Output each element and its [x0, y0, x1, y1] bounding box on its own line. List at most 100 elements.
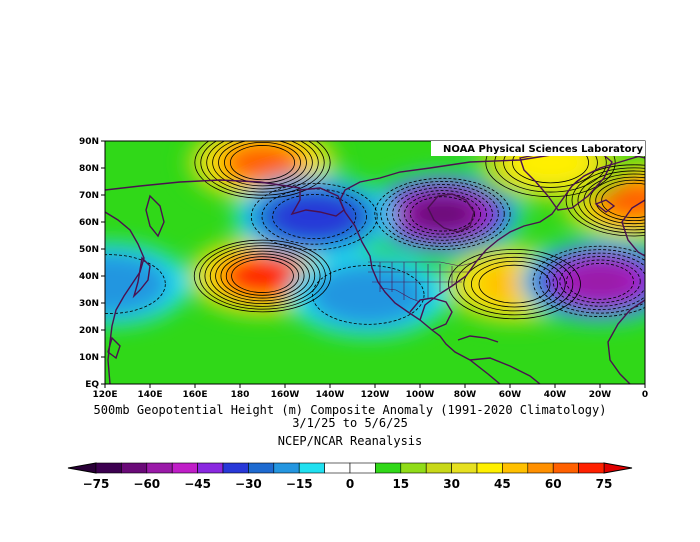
n-canada-low-blob [362, 171, 523, 256]
polar-high-contour-6 [218, 141, 307, 187]
europe-coast [621, 199, 645, 257]
e-atlantic-low-contour-7 [566, 263, 634, 300]
e-atlantic-low-contour-2 [532, 245, 645, 317]
credit-text: NOAA Physical Sciences Laboratory [443, 144, 644, 155]
europe-high-contour-7 [595, 179, 645, 222]
colorbar-swatch [248, 462, 275, 474]
lat-label: 40N [79, 272, 99, 282]
w-atlantic-high-contour-3 [455, 252, 574, 316]
lat-label: 90N [79, 137, 99, 147]
n-pacific-high-contour-9 [231, 259, 294, 293]
lon-label: 100W [406, 390, 435, 400]
n-pacific-high-contour-6 [215, 250, 310, 302]
north-america-coast [339, 149, 645, 384]
n-pacific-high-contour-7 [220, 253, 305, 299]
lat-label: 70N [79, 191, 99, 201]
colorbar-swatch [451, 462, 478, 474]
greenland-high-contour-2 [485, 141, 616, 198]
colorbar-swatch [324, 462, 351, 474]
colorbar-label: 60 [545, 477, 562, 491]
kamchatka [145, 194, 165, 238]
n-canada-low-contour-4 [386, 184, 499, 244]
colorbar-label: −15 [286, 477, 313, 491]
colorbar-arrow-right [603, 462, 633, 474]
colorbar-label: 0 [346, 477, 354, 491]
colorbar-swatch [375, 462, 402, 474]
lon-label: 140E [138, 390, 163, 400]
europe-high-contour-6 [589, 176, 645, 225]
polar-high-level-8 [227, 143, 298, 182]
coastlines [105, 149, 645, 384]
colorbar-label: −60 [133, 477, 160, 491]
lat-label: EQ [85, 380, 99, 390]
aleutian-low-blob [234, 174, 395, 259]
us-canada-border [368, 261, 477, 267]
caribbean [457, 335, 499, 343]
colorbar-swatch [552, 462, 579, 474]
n-pacific-high-contour-4 [204, 245, 321, 307]
e-atlantic-low-contour-4 [546, 252, 645, 311]
polar-high-contour-4 [206, 141, 319, 193]
latitude-axis: 90N 80N 70N 60N 50N 40N 30N 20N 10N EQ [79, 137, 105, 390]
colorbar-swatch [197, 462, 224, 474]
europe-high-contour-4 [577, 170, 645, 231]
lon-label: 120W [361, 390, 390, 400]
n-pacific-high-contour-5 [209, 247, 316, 304]
lon-label: 140W [316, 390, 345, 400]
lon-label: 160W [271, 390, 300, 400]
colorbar-label: 75 [596, 477, 613, 491]
colorbar-label: −30 [235, 477, 262, 491]
e-atlantic-low-contour-6 [559, 259, 641, 304]
colorbar-label: 15 [392, 477, 409, 491]
n-pacific-high-contour-8 [225, 256, 300, 296]
south-america [469, 357, 541, 384]
lat-label: 10N [79, 353, 99, 363]
lon-label: 20W [589, 390, 612, 400]
japan [132, 256, 151, 299]
polar-high-contour-3 [200, 141, 325, 196]
africa [607, 299, 645, 384]
caption-title: 500mb Geopotential Height (m) Composite … [93, 403, 607, 417]
lat-label: 20N [79, 326, 99, 336]
lon-label: 60W [499, 390, 522, 400]
lat-label: 80N [79, 164, 99, 174]
n-canada-low-contour-5 [392, 187, 493, 241]
us-mexico-border [379, 287, 421, 303]
east-asia-coast [105, 211, 145, 384]
colorbar-swatch [425, 462, 452, 474]
colorbar-label: 30 [443, 477, 460, 491]
lon-label: 180 [231, 390, 250, 400]
lon-label: 120E [93, 390, 118, 400]
n-pacific-high-contour-2 [193, 239, 332, 313]
europe-high-contour-3 [571, 167, 645, 234]
philippines [107, 336, 121, 360]
gulf-of-mexico [409, 297, 453, 331]
aleutian-low-contour-4 [272, 194, 357, 240]
n-canada-low-contour-3 [380, 180, 505, 247]
w-atlantic-high-contour-2 [448, 249, 581, 320]
europe-high-contour-8 [601, 182, 645, 218]
colorbar-swatch [222, 462, 249, 474]
us-state-borders [368, 261, 477, 303]
e-atlantic-low-level-7 [563, 261, 637, 301]
colorbar-swatch [121, 462, 148, 474]
arctic-coast [105, 179, 301, 191]
baja-low-level-2 [307, 262, 429, 327]
state-lines [368, 262, 470, 300]
e-atlantic-low-contour-5 [552, 256, 645, 307]
colorbar-label: 45 [494, 477, 511, 491]
colorbar [67, 462, 633, 474]
colorbar-swatch [476, 462, 503, 474]
colorbar-swatch [349, 462, 376, 474]
colorbar-swatch [527, 462, 554, 474]
baja-low-contour-2 [312, 265, 425, 325]
polar-high-contour-5 [212, 141, 313, 190]
alaska [290, 187, 345, 217]
map-field [105, 141, 645, 384]
greenland-high-contour-3 [494, 141, 607, 193]
lon-label: 0 [642, 390, 648, 400]
colorbar-swatch [95, 462, 122, 474]
colorbar-swatch [400, 462, 427, 474]
colorbar-label: −75 [83, 477, 110, 491]
